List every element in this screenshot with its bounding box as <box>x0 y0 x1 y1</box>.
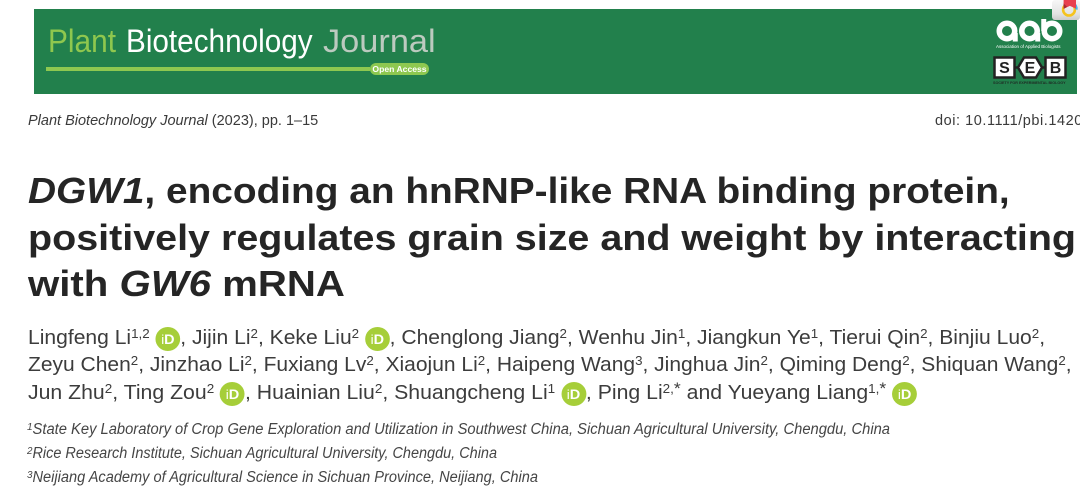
svg-text:E: E <box>1025 60 1036 77</box>
svg-text:S: S <box>999 60 1010 77</box>
svg-text:B: B <box>1050 60 1062 77</box>
